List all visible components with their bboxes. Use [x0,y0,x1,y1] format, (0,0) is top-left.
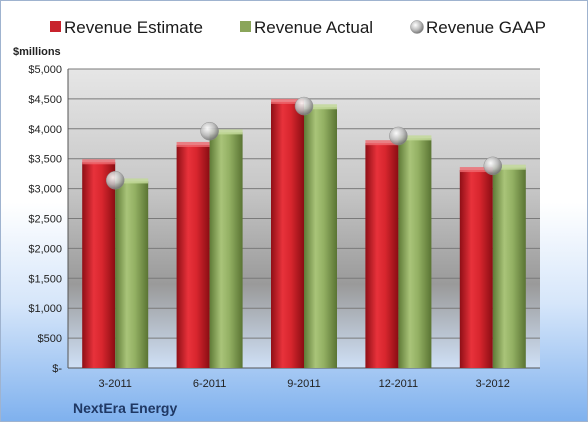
bar-revenue-actual [398,138,432,368]
y-axis-label: $millions [13,46,61,58]
x-tick-label: 9-2011 [287,378,320,390]
bar-revenue-actual [115,181,149,368]
bar-revenue-actual [209,132,243,368]
legend-item-revenue-actual: Revenue Actual [254,18,373,37]
y-tick-label: $4,000 [28,124,62,136]
bar-revenue-estimate [459,170,493,368]
company-name: NextEra Energy [73,400,177,416]
y-tick-label: $- [52,363,62,375]
legend-swatch-gaap [410,20,424,34]
x-tick-label: 12-2011 [379,378,419,390]
bar-top-estimate [82,159,116,165]
y-tick-label: $2,000 [28,243,62,255]
bar-revenue-estimate [82,162,116,368]
y-tick-label: $1,000 [28,303,62,315]
bar-revenue-estimate [176,144,210,368]
marker-revenue-gaap [389,126,408,146]
y-tick-label: $1,500 [28,273,62,285]
legend: Revenue Estimate Revenue Actual Revenue GA… [50,18,546,37]
marker-revenue-gaap [483,156,503,176]
y-tick-label: $5,000 [28,64,62,76]
bar-top-actual [304,104,337,110]
bar-revenue-actual [304,107,337,368]
bar-top-actual [492,164,526,170]
x-tick-label: 6-2011 [193,378,226,390]
legend-swatch-actual [240,21,251,32]
bar-top-actual [209,129,243,135]
marker-revenue-gaap [105,170,125,190]
marker-revenue-gaap [294,96,314,116]
bar-top-actual [398,135,432,141]
marker-revenue-gaap [200,121,219,141]
y-tick-label: $500 [38,333,62,345]
y-tick-label: $3,000 [28,184,62,196]
bar-top-estimate [459,167,493,173]
x-tick-label: 3-2012 [476,378,510,390]
y-tick-label: $3,500 [28,154,62,166]
bar-revenue-estimate [365,143,399,368]
y-tick-label: $2,500 [28,214,62,226]
bar-top-actual [115,178,149,184]
bar-top-estimate [176,141,210,147]
x-tick-label: 3-2011 [98,378,131,390]
bar-revenue-estimate [271,101,304,368]
bar-revenue-actual [492,167,526,368]
legend-swatch-estimate [50,21,61,32]
legend-item-revenue-gaap: Revenue GAAP [426,18,546,37]
y-tick-label: $4,500 [28,94,62,106]
bar-top-estimate [365,140,399,146]
legend-item-revenue-estimate: Revenue Estimate [64,18,203,37]
bar-top-estimate [271,98,304,104]
